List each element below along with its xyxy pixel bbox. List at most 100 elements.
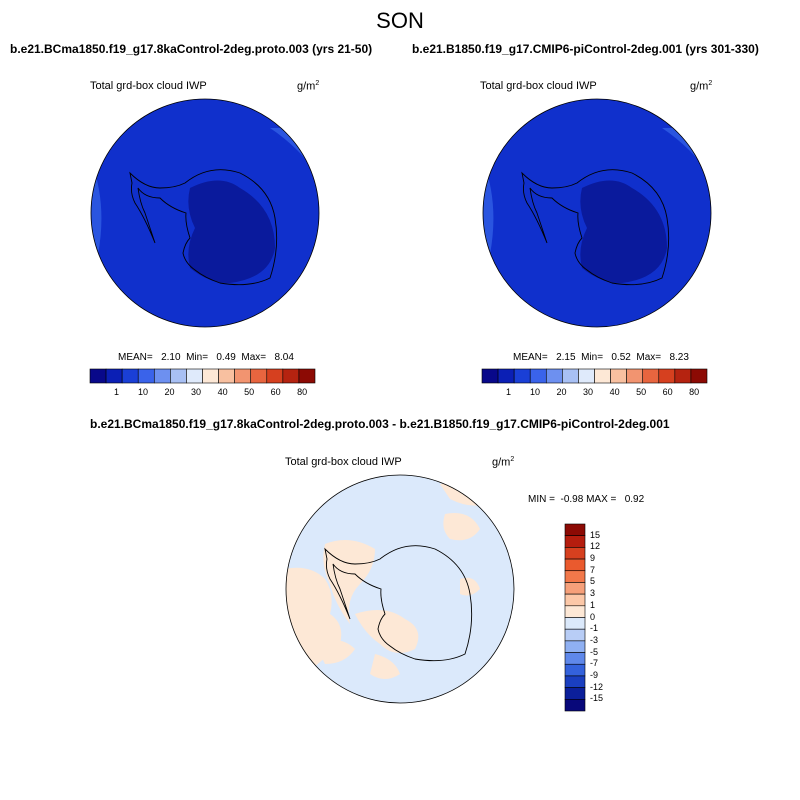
colorbar-swatch: [170, 368, 187, 384]
colorbar-tick-label: 40: [609, 387, 620, 397]
colorbar-swatch: [564, 675, 586, 688]
colorbar-swatch: [89, 368, 107, 384]
colorbar-swatch: [690, 368, 708, 384]
colorbar-tick-label: -3: [590, 634, 599, 645]
colorbar-swatch: [529, 368, 547, 384]
panel2-case-title: b.e21.B1850.f19_g17.CMIP6-piControl-2deg…: [412, 42, 759, 56]
colorbar-swatch: [564, 699, 586, 712]
colorbar-tick-label: 40: [217, 387, 228, 397]
panel2-units: g/m2: [690, 80, 712, 93]
colorbar-swatch: [250, 368, 268, 384]
colorbar-swatch: [564, 605, 586, 618]
colorbar-tick-label: -9: [590, 669, 599, 680]
colorbar-tick-label: 80: [297, 387, 308, 397]
panel1-units-base: g/m: [297, 80, 316, 93]
colorbar-swatch: [153, 368, 171, 384]
colorbar-tick-label: 12: [590, 541, 601, 552]
colorbar-tick-label: -12: [590, 681, 604, 692]
colorbar-tick-label: -1: [590, 623, 599, 634]
figure-title: SON: [376, 8, 424, 33]
antarctica-coastline: [129, 169, 278, 286]
colorbar-swatch: [186, 368, 203, 384]
colorbar-swatch: [564, 593, 586, 607]
colorbar-tick-label: 15: [590, 529, 601, 540]
panel1-colorbar-ticks: 1 10 20 30 40 50 60 80: [90, 387, 315, 399]
colorbar-tick-label: 30: [583, 387, 594, 397]
colorbar-tick-label: 80: [689, 387, 700, 397]
difference-units-base: g/m: [492, 456, 511, 469]
panel2-units-exp: 2: [708, 80, 713, 87]
colorbar-tick-label: 9: [590, 553, 596, 564]
colorbar-swatch: [513, 368, 531, 384]
panel1-units-exp: 2: [315, 80, 320, 87]
colorbar-swatch: [658, 368, 676, 384]
panel1-case-title: b.e21.BCma1850.f19_g17.8kaControl-2deg.p…: [10, 42, 373, 56]
colorbar-tick-label: 1: [506, 387, 512, 397]
colorbar-swatch: [137, 368, 155, 384]
colorbar-tick-label: -7: [590, 658, 599, 669]
colorbar-tick-label: 3: [590, 588, 596, 599]
panel1-map: [90, 98, 320, 328]
antarctica-low-iwp: [580, 180, 667, 284]
panel1-variable-label: Total grd-box cloud IWP: [90, 80, 207, 92]
map-boundary: [482, 98, 712, 328]
colorbar-swatch: [564, 535, 586, 548]
colorbar-tick-label: 20: [164, 387, 175, 397]
positive-anomaly-region: [370, 654, 400, 679]
colorbar-swatch: [545, 368, 563, 384]
colorbar-tick-label: 60: [270, 387, 281, 397]
colorbar-tick-label: 5: [590, 576, 596, 587]
colorbar-swatch: [298, 368, 316, 384]
positive-anomaly-region: [355, 610, 419, 653]
colorbar-swatch: [105, 368, 123, 384]
antarctica-coastline: [521, 169, 670, 286]
colorbar-swatch: [564, 570, 586, 583]
colorbar-tick-label: 60: [662, 387, 673, 397]
colorbar-swatch: [564, 558, 586, 572]
colorbar-tick-label: 50: [244, 387, 255, 397]
difference-colorbar: [564, 523, 586, 712]
colorbar-tick-label: 0: [590, 611, 596, 622]
map-boundary: [90, 98, 320, 328]
difference-map: [285, 474, 515, 704]
colorbar-swatch: [564, 547, 586, 560]
colorbar-swatch: [564, 628, 586, 642]
positive-anomaly-region: [315, 640, 355, 664]
colorbar-swatch: [578, 368, 595, 384]
antarctica-coastline: [324, 545, 473, 662]
panel1-colorbar: [89, 368, 316, 384]
colorbar-swatch: [564, 617, 586, 630]
panel2-colorbar: [481, 368, 708, 384]
colorbar-tick-label: 50: [636, 387, 647, 397]
panel1-units: g/m2: [297, 80, 319, 93]
colorbar-tick-label: 30: [191, 387, 202, 397]
positive-anomaly-region: [460, 577, 480, 596]
difference-colorbar-ticks: 15 12 9 7 5 3 1 0 -1 -3 -5 -7 -9 -12 -15: [590, 524, 620, 711]
difference-variable-label: Total grd-box cloud IWP: [285, 456, 402, 468]
colorbar-swatch: [218, 368, 235, 384]
colorbar-tick-label: 20: [556, 387, 567, 397]
colorbar-tick-label: -5: [590, 646, 599, 657]
colorbar-swatch: [266, 368, 284, 384]
colorbar-swatch: [610, 368, 627, 384]
colorbar-swatch: [121, 368, 139, 384]
map-boundary: [285, 474, 515, 704]
panel2-stats: MEAN= 2.15 Min= 0.52 Max= 8.23: [513, 352, 689, 363]
colorbar-swatch: [282, 368, 300, 384]
panel2-units-base: g/m: [690, 80, 709, 93]
colorbar-swatch: [564, 663, 586, 677]
colorbar-tick-label: 10: [530, 387, 541, 397]
colorbar-swatch: [202, 368, 219, 384]
positive-anomaly-region: [443, 513, 480, 541]
colorbar-swatch: [481, 368, 499, 384]
colorbar-swatch: [564, 687, 586, 700]
colorbar-swatch: [497, 368, 515, 384]
colorbar-swatch: [674, 368, 692, 384]
colorbar-swatch: [564, 640, 586, 653]
colorbar-swatch: [564, 582, 586, 595]
colorbar-tick-label: 10: [138, 387, 149, 397]
colorbar-swatch: [594, 368, 611, 384]
difference-units-exp: 2: [510, 456, 515, 463]
colorbar-swatch: [562, 368, 579, 384]
colorbar-tick-label: 1: [114, 387, 120, 397]
